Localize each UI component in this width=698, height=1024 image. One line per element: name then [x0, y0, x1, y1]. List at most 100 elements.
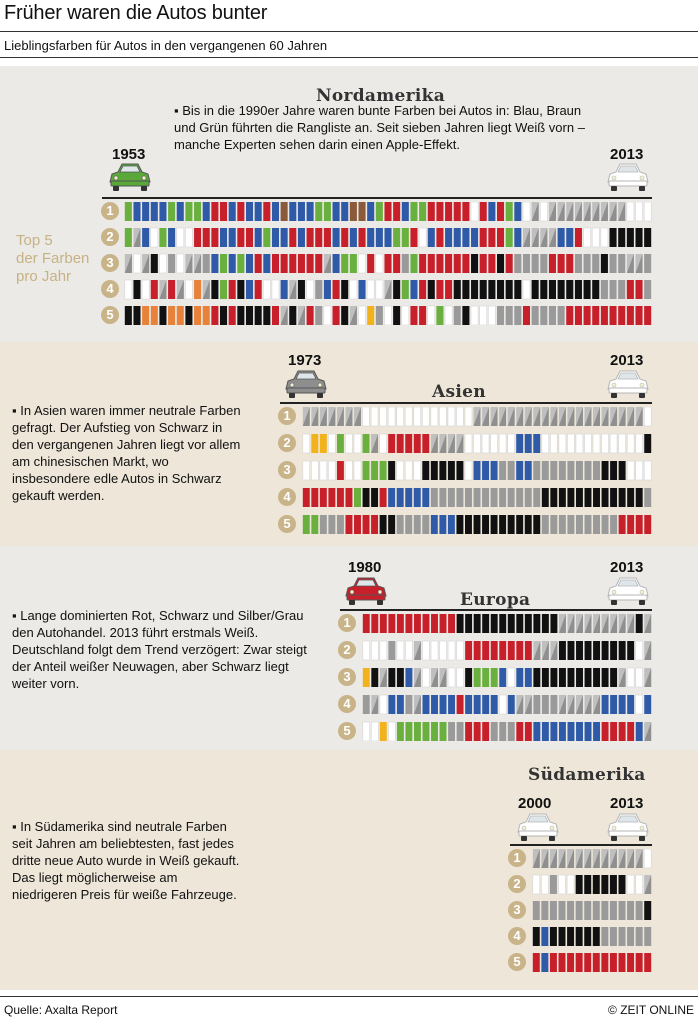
- color-cell-Blau: [462, 228, 470, 247]
- color-cell-Silber: [202, 280, 210, 299]
- color-cell-Blau: [618, 695, 626, 714]
- color-cell-Blau: [388, 695, 396, 714]
- color-cell-Blau: [297, 228, 305, 247]
- silver-sheen: [584, 614, 592, 633]
- color-cell-Grau: [448, 722, 456, 741]
- color-cell-Schwarz: [610, 641, 618, 660]
- color-cell-Grün: [410, 202, 418, 221]
- color-cell-Grau: [557, 306, 565, 325]
- color-cell-Grau: [499, 488, 507, 507]
- color-cell-Schwarz: [482, 614, 490, 633]
- color-cell-Rot: [419, 254, 427, 273]
- color-cell-Rot: [345, 488, 353, 507]
- color-cell-Blau: [558, 722, 566, 741]
- color-cell-Rot: [431, 614, 438, 633]
- timeline-baseline: [102, 197, 652, 199]
- silver-sheen: [644, 875, 652, 894]
- rank-badge: 5: [338, 722, 356, 740]
- color-cell-Grün: [168, 202, 176, 221]
- color-cell-Weiß: [447, 667, 456, 688]
- color-cell-Rot: [419, 280, 427, 299]
- silver-sheen: [618, 849, 626, 868]
- color-cell-Schwarz: [550, 668, 558, 687]
- color-cell-Schwarz: [558, 641, 566, 660]
- color-cell-Weiß: [362, 721, 371, 741]
- color-cell-Blau: [533, 434, 541, 453]
- color-cell-Weiß: [401, 305, 410, 325]
- rank-badge: 1: [338, 614, 356, 632]
- color-cell-Weiß: [626, 202, 635, 222]
- color-cell-Grau: [533, 461, 541, 480]
- color-cell-Grau: [482, 488, 490, 507]
- color-cell-Blau: [245, 202, 254, 221]
- silver-sheen: [524, 695, 532, 714]
- rank-badge: 5: [278, 515, 296, 533]
- silver-sheen: [592, 202, 600, 221]
- color-cell-Schwarz: [533, 614, 541, 633]
- color-cell-Grau: [456, 488, 464, 507]
- silver-sheen: [549, 849, 557, 868]
- color-cell-Rot: [384, 202, 392, 221]
- color-cell-Rot: [211, 202, 219, 221]
- color-cell-Rot: [635, 280, 643, 299]
- color-cell-Blau: [375, 228, 383, 247]
- rank-badge: 3: [338, 668, 356, 686]
- color-cell-Weiß: [456, 640, 464, 661]
- color-cell-Orange: [194, 280, 202, 299]
- color-cell-Rot: [583, 306, 591, 325]
- color-cell-Rot: [410, 306, 418, 325]
- color-cell-Blau: [245, 254, 254, 273]
- silver-sheen: [584, 407, 592, 426]
- color-cell-Silber: [548, 202, 556, 221]
- color-cell-Silber: [302, 407, 310, 426]
- color-cell-Blau: [482, 695, 490, 714]
- silver-sheen: [431, 668, 438, 687]
- color-cell-Weiß: [541, 874, 549, 895]
- color-cell-Grau: [558, 901, 566, 920]
- color-cell-Schwarz: [514, 280, 522, 299]
- color-cell-Weiß: [626, 433, 635, 454]
- silver-sheen: [176, 280, 184, 299]
- color-cell-Silber: [601, 849, 609, 868]
- color-cell-Schwarz: [567, 927, 575, 946]
- color-cell-Blau: [445, 228, 453, 247]
- region-description: ▪ In Südamerika sind neutrale Farben sei…: [12, 819, 240, 902]
- color-cell-Schwarz: [456, 614, 464, 633]
- color-cell-Silber: [584, 614, 592, 633]
- color-cell-Rot: [345, 515, 353, 534]
- color-cell-Schwarz: [533, 668, 541, 687]
- rank-badge: 4: [278, 488, 296, 506]
- color-cell-Schwarz: [593, 668, 601, 687]
- color-cell-Blau: [263, 254, 271, 273]
- color-cell-Rot: [524, 641, 532, 660]
- legend-note: Top 5 der Farben pro Jahr: [16, 232, 89, 286]
- silver-sheen: [557, 202, 565, 221]
- color-cell-Silber: [142, 254, 150, 273]
- color-cell-Schwarz: [531, 280, 539, 299]
- color-cell-Blau: [482, 461, 490, 480]
- color-cell-Rot: [507, 641, 515, 660]
- color-cell-Schwarz: [609, 228, 617, 247]
- color-cell-Grau: [609, 280, 617, 299]
- silver-sheen: [430, 434, 438, 453]
- color-cell-Weiß: [271, 279, 280, 300]
- color-cell-Schwarz: [456, 461, 464, 480]
- color-cell-Blau: [367, 202, 375, 221]
- color-cell-Grau: [465, 488, 472, 507]
- color-cell-Blau: [427, 228, 435, 247]
- color-cell-Schwarz: [499, 614, 507, 633]
- color-cell-Rot: [202, 228, 210, 247]
- color-cell-Grau: [413, 515, 421, 534]
- color-cell-Silber: [524, 695, 532, 714]
- color-cell-Grün: [194, 202, 202, 221]
- color-cell-Rot: [644, 306, 652, 325]
- color-cell-Grau: [618, 927, 626, 946]
- color-cell-Weiß: [444, 305, 453, 325]
- color-cell-Weiß: [384, 305, 392, 325]
- color-cell-Grau: [336, 515, 344, 534]
- color-cell-Silber: [549, 849, 557, 868]
- color-cell-Weiß: [609, 433, 618, 454]
- color-cell-Schwarz: [600, 254, 608, 273]
- color-cell-Grün: [315, 202, 323, 221]
- color-cell-Schwarz: [499, 515, 507, 534]
